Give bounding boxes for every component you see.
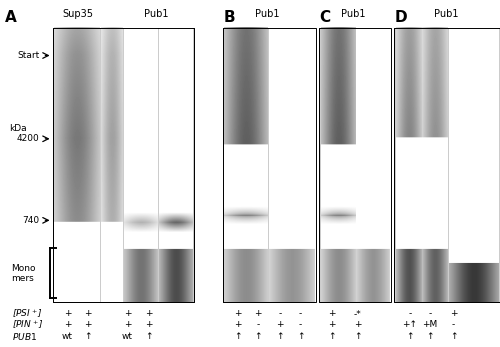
Text: -: - xyxy=(452,320,455,329)
Text: ↑: ↑ xyxy=(406,332,414,341)
Text: A: A xyxy=(5,10,17,25)
Text: +: + xyxy=(450,309,457,318)
Text: [$PSI^+$]: [$PSI^+$] xyxy=(12,307,44,320)
Text: B: B xyxy=(224,10,235,25)
Text: Pub1: Pub1 xyxy=(144,9,169,19)
Text: [$PIN^+$]: [$PIN^+$] xyxy=(12,319,44,331)
Text: Sup35: Sup35 xyxy=(62,9,93,19)
Text: 740: 740 xyxy=(22,216,39,225)
Text: C: C xyxy=(319,10,330,25)
Text: ↑: ↑ xyxy=(426,332,434,341)
Text: +: + xyxy=(145,309,152,318)
Bar xyxy=(319,28,391,302)
Text: -: - xyxy=(278,309,281,318)
Text: +: + xyxy=(124,320,131,329)
Text: +: + xyxy=(234,320,242,329)
Text: +: + xyxy=(328,309,335,318)
Text: -: - xyxy=(299,320,302,329)
Text: Mono
mers: Mono mers xyxy=(11,264,36,283)
Bar xyxy=(222,28,316,302)
Text: ↑: ↑ xyxy=(328,332,335,341)
Text: D: D xyxy=(394,10,407,25)
Text: +: + xyxy=(328,320,335,329)
Text: -*: -* xyxy=(354,309,362,318)
Bar xyxy=(222,28,316,302)
Text: Pub1: Pub1 xyxy=(341,9,366,19)
Text: 4200: 4200 xyxy=(16,134,39,143)
Text: +: + xyxy=(124,309,131,318)
Text: ↑: ↑ xyxy=(276,332,284,341)
Text: +: + xyxy=(145,320,152,329)
Text: +↑: +↑ xyxy=(402,320,417,329)
Text: $PUB1$: $PUB1$ xyxy=(12,331,38,342)
Text: Start: Start xyxy=(18,51,40,60)
Text: ↑: ↑ xyxy=(297,332,304,341)
Text: +: + xyxy=(84,320,91,329)
Text: +: + xyxy=(84,309,91,318)
Bar xyxy=(319,28,391,302)
Bar xyxy=(52,28,194,302)
Text: Pub1: Pub1 xyxy=(434,9,459,19)
Text: ↑: ↑ xyxy=(450,332,457,341)
Text: kDa: kDa xyxy=(9,124,26,133)
Text: +: + xyxy=(276,320,284,329)
Text: -: - xyxy=(408,309,412,318)
Text: wt: wt xyxy=(122,332,133,341)
Text: +: + xyxy=(234,309,242,318)
Bar xyxy=(52,28,194,302)
Bar xyxy=(394,28,500,302)
Text: ↑: ↑ xyxy=(145,332,152,341)
Text: ↑: ↑ xyxy=(254,332,262,341)
Text: ↑: ↑ xyxy=(84,332,91,341)
Text: -: - xyxy=(428,309,432,318)
Text: +: + xyxy=(64,320,72,329)
Text: -: - xyxy=(299,309,302,318)
Text: ↑: ↑ xyxy=(234,332,242,341)
Text: Pub1: Pub1 xyxy=(256,9,280,19)
Bar xyxy=(394,28,500,302)
Text: -: - xyxy=(256,320,260,329)
Text: +M: +M xyxy=(422,320,438,329)
Text: +: + xyxy=(64,309,72,318)
Text: wt: wt xyxy=(62,332,73,341)
Text: +: + xyxy=(354,320,361,329)
Text: ↑: ↑ xyxy=(354,332,361,341)
Text: +: + xyxy=(254,309,262,318)
